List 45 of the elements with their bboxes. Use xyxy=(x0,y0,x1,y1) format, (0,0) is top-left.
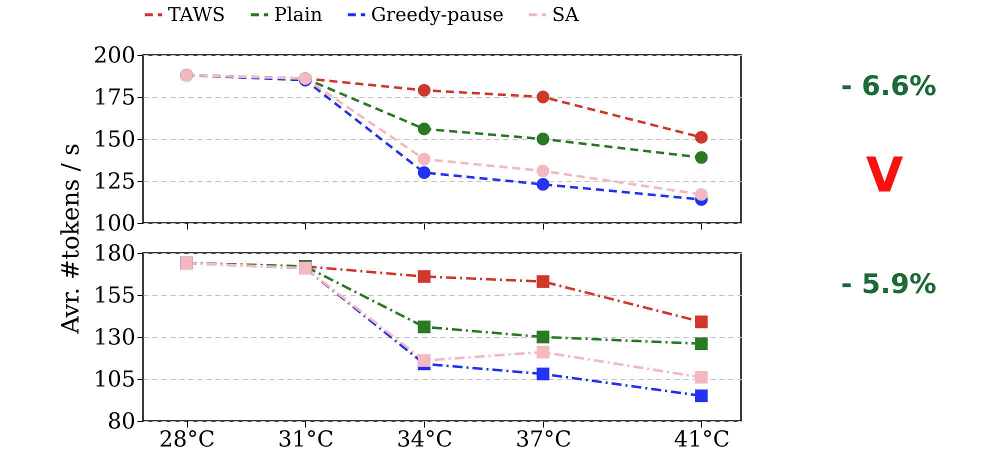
point xyxy=(695,337,708,350)
point xyxy=(536,164,550,178)
point xyxy=(695,316,708,328)
y-tick-label: 105 xyxy=(94,368,136,392)
point xyxy=(695,389,708,402)
x-tick-label: 34°C xyxy=(396,428,453,452)
point xyxy=(418,320,431,334)
text: - 6.6% xyxy=(841,71,936,102)
y-axis-title: Avr. #tokens / s xyxy=(56,143,85,335)
y-tick-label: 150 xyxy=(94,128,136,152)
point xyxy=(695,370,708,384)
point xyxy=(536,330,550,344)
point xyxy=(418,152,431,166)
y-tick-label: 130 xyxy=(94,326,136,350)
y-tick-label: 125 xyxy=(94,170,136,194)
point xyxy=(695,131,708,144)
legend-label: Plain xyxy=(274,4,323,26)
y-tick-label: 200 xyxy=(94,44,136,68)
point xyxy=(418,84,431,97)
point xyxy=(418,354,431,367)
legend-label: TAWS xyxy=(168,4,226,26)
x-tick-label: 37°C xyxy=(516,428,572,452)
text: V xyxy=(866,148,904,204)
point xyxy=(418,122,431,136)
legend-label: SA xyxy=(552,4,580,26)
x-tick-label: 41°C xyxy=(674,428,730,452)
point xyxy=(695,151,708,164)
y-tick-label: 80 xyxy=(108,410,136,434)
y-tick-label: 155 xyxy=(94,284,136,308)
point xyxy=(536,90,550,104)
text: - 5.9% xyxy=(841,269,936,300)
point xyxy=(536,132,550,146)
y-tick-label: 175 xyxy=(94,86,136,110)
point xyxy=(536,346,550,358)
x-tick-label: 28°C xyxy=(159,428,215,452)
point xyxy=(536,368,550,380)
point xyxy=(536,275,550,288)
point xyxy=(695,188,708,201)
y-tick-label: 180 xyxy=(94,242,136,266)
x-tick-label: 31°C xyxy=(278,428,334,452)
y-tick-label: 100 xyxy=(94,212,136,236)
point xyxy=(536,178,550,191)
point xyxy=(418,166,431,179)
point xyxy=(418,270,431,283)
legend-label: Greedy-pause xyxy=(371,4,504,26)
